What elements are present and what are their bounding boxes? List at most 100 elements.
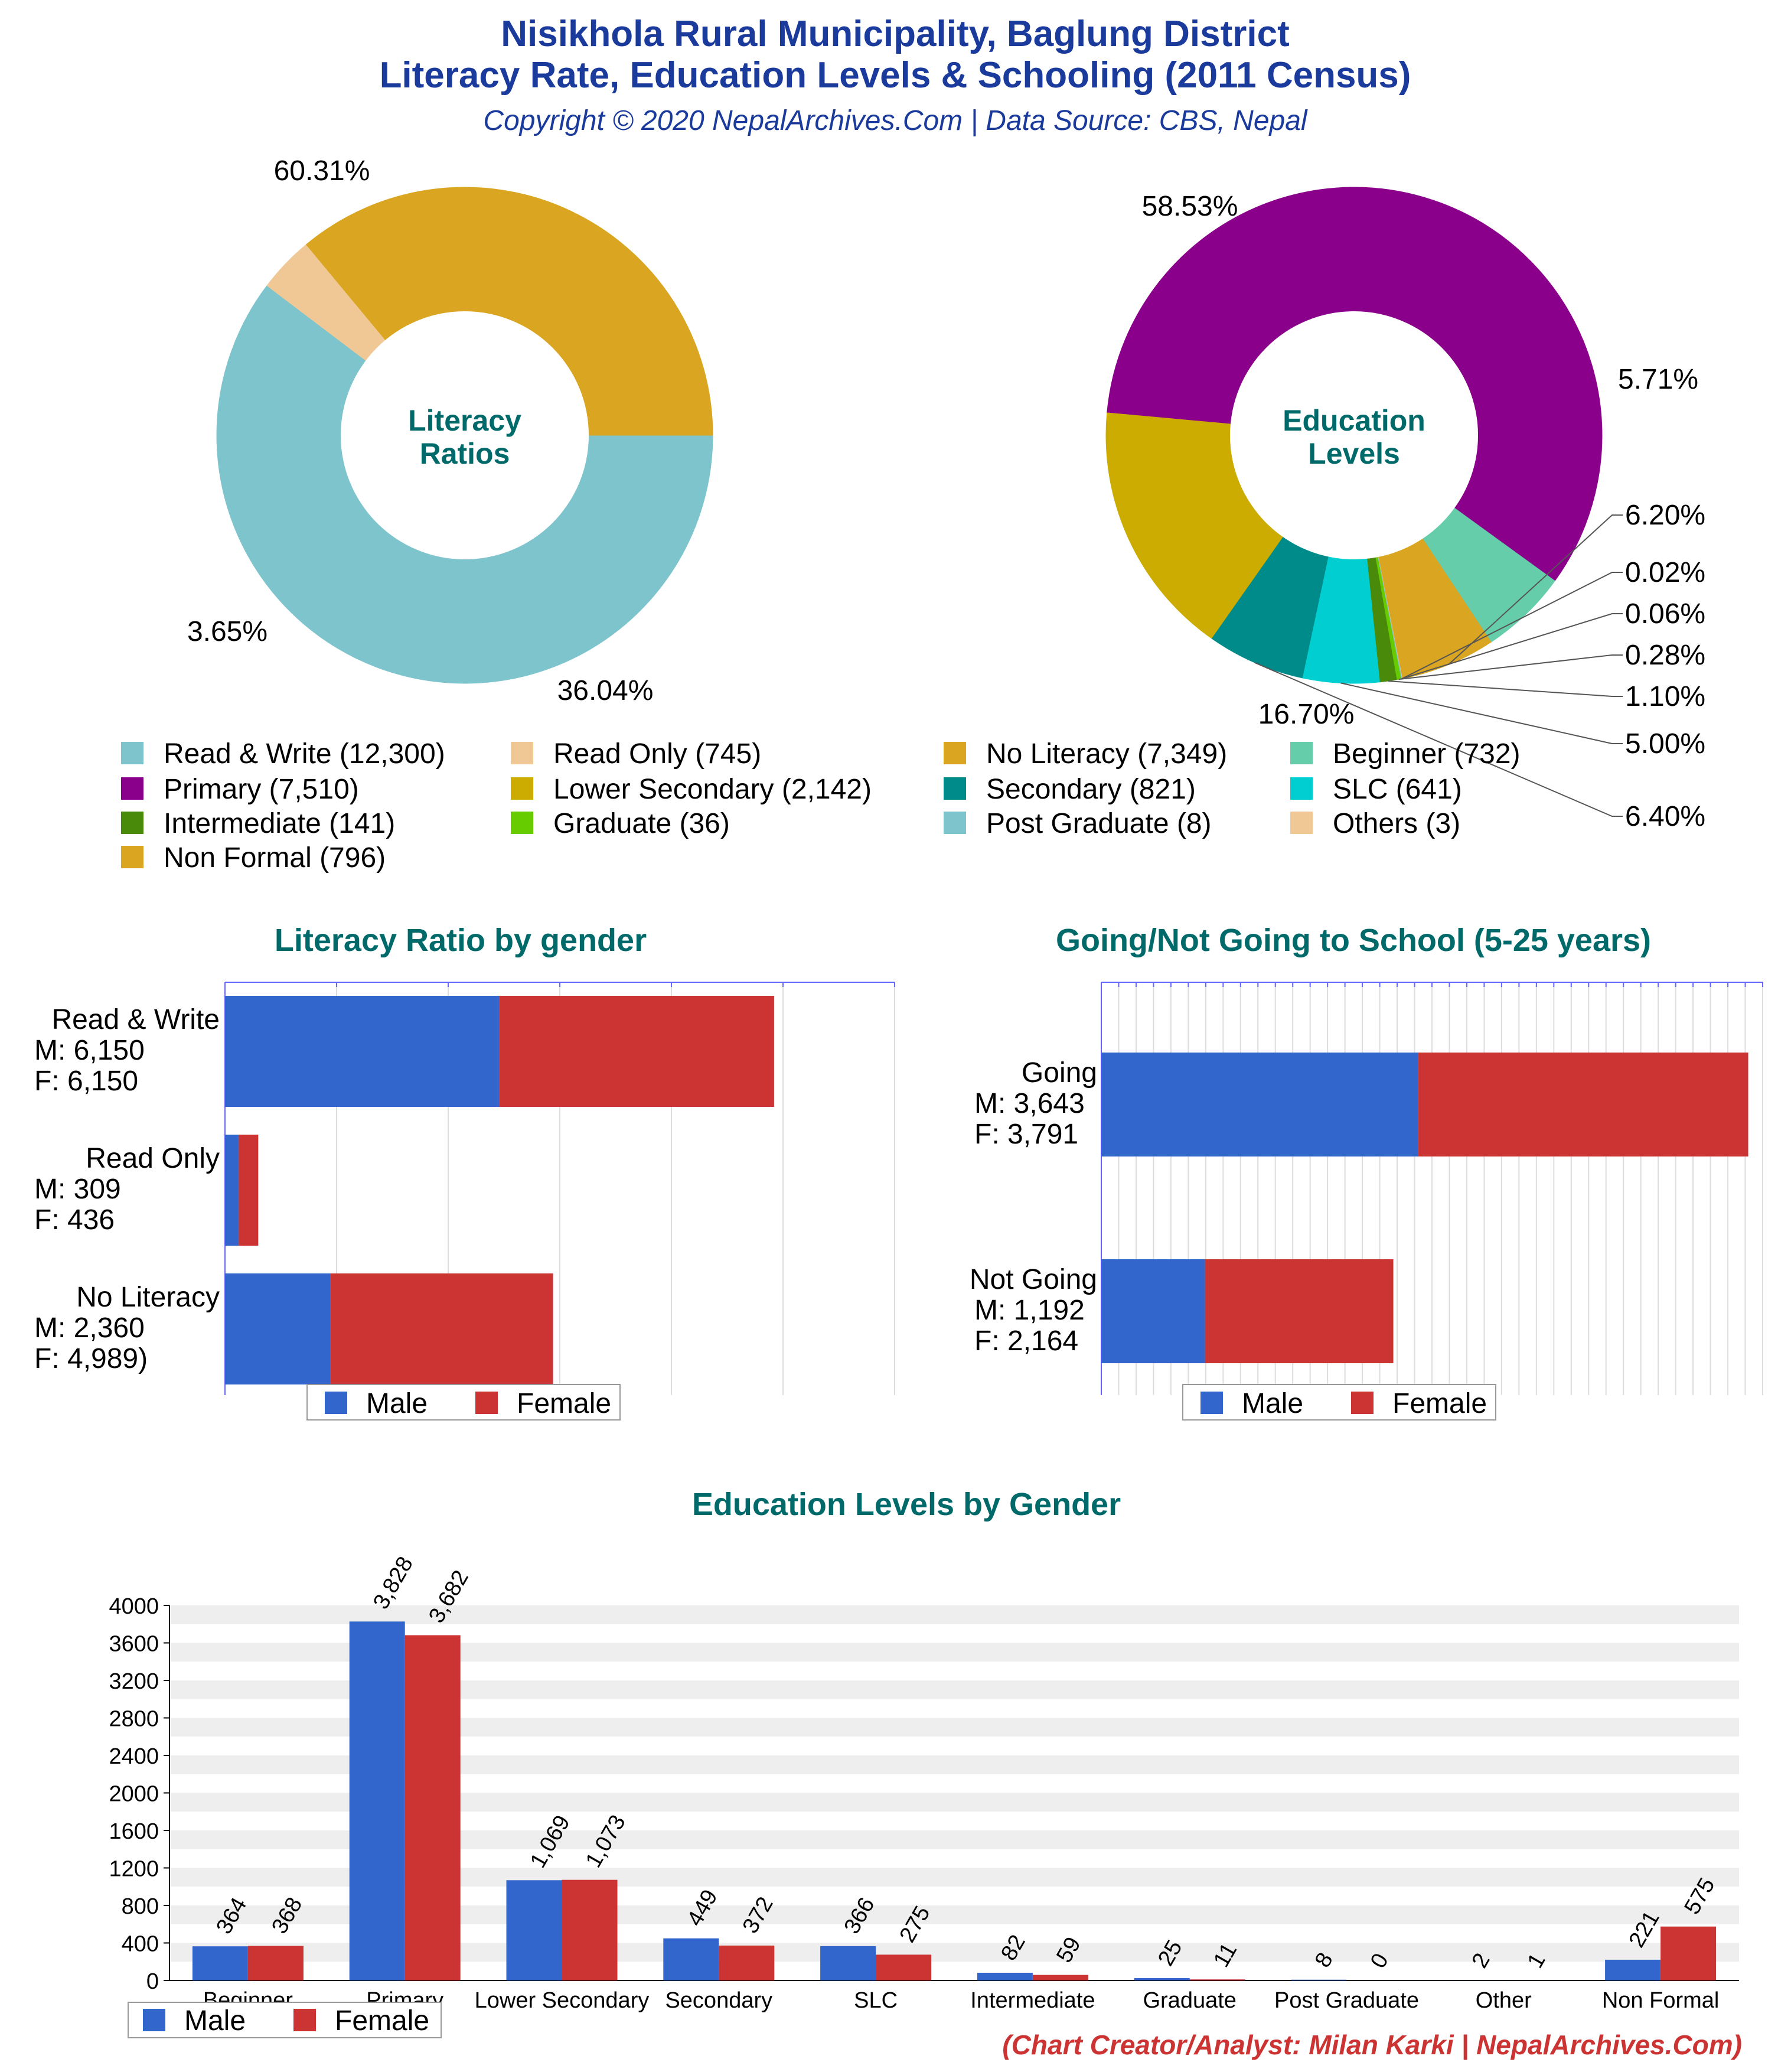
x-category-label: Secondary: [665, 1988, 772, 2013]
x-category-label: Other: [1476, 1988, 1532, 2013]
bar-female-slc: [876, 1954, 932, 1980]
y-tick-label: 3600: [109, 1632, 159, 1657]
legend-swatch: [121, 846, 143, 868]
page-title-line2: Literacy Rate, Education Levels & School…: [380, 55, 1411, 96]
slice-percent-label: 3.65%: [187, 616, 267, 647]
chart-title: Going/Not Going to School (5-25 years): [1056, 923, 1651, 958]
donut-hole: [1230, 311, 1478, 559]
leader-line: [1388, 680, 1623, 697]
legend-label: Read & Write (12,300): [164, 738, 445, 770]
male-count-label: M: 309: [34, 1174, 121, 1205]
male-count-label: M: 3,643: [974, 1088, 1085, 1119]
legend-label: Intermediate (141): [164, 808, 395, 839]
y-tick-label: 1200: [109, 1857, 159, 1882]
category-label: Read Only: [86, 1143, 220, 1174]
bar-male-not-going: [1101, 1259, 1205, 1363]
bar-female-primary: [404, 1635, 461, 1980]
legend-swatch: [511, 777, 533, 800]
x-category-label: Lower Secondary: [475, 1988, 650, 2013]
category-label: Read & Write: [51, 1004, 220, 1035]
bar-female-graduate: [1189, 1979, 1245, 1980]
y-tick-label: 2800: [109, 1707, 159, 1732]
x-category-label: Non Formal: [1602, 1988, 1720, 2013]
female-count-label: F: 4,989): [34, 1343, 148, 1374]
legend-swatch-female: [293, 2009, 316, 2031]
legend-box: [306, 1384, 621, 1421]
y-tick-label: 2000: [109, 1782, 159, 1807]
legend-label: Secondary (821): [986, 774, 1196, 805]
male-count-label: M: 1,192: [974, 1295, 1085, 1326]
legend-label: Graduate (36): [553, 808, 730, 839]
leader-line: [1448, 514, 1623, 666]
bar-female-beginner: [247, 1946, 304, 1980]
slice-percent-label: 58.53%: [1142, 191, 1238, 222]
legend-swatch: [1290, 812, 1313, 834]
leader-line: [1340, 682, 1623, 744]
slice-percent-label: 5.71%: [1618, 364, 1698, 395]
legend-label-female: Female: [1392, 1388, 1487, 1419]
donut-center-label-line1: Literacy: [408, 404, 521, 437]
legend-label: Lower Secondary (2,142): [553, 774, 872, 805]
legend-swatch: [511, 742, 533, 764]
legend-swatch: [1290, 777, 1313, 800]
bar-female-lower-secondary: [562, 1879, 618, 1980]
bar-female-read-write: [499, 996, 774, 1107]
slice-percent-label: 6.40%: [1625, 801, 1705, 832]
bar-female-intermediate: [1032, 1975, 1088, 1980]
male-count-label: M: 6,150: [34, 1035, 145, 1066]
leader-line: [1398, 654, 1623, 680]
leader-line: [1401, 613, 1623, 680]
female-count-label: F: 6,150: [34, 1066, 138, 1097]
header: Nisikhola Rural Municipality, Baglung Di…: [380, 14, 1411, 136]
legend-swatch-male: [325, 1392, 347, 1414]
bar-male-read-only: [225, 1135, 239, 1246]
bar-male-non-formal: [1605, 1959, 1661, 1980]
male-value-label: 3,828: [368, 1552, 418, 1613]
y-tick-label: 1600: [109, 1819, 159, 1844]
legend-label: Post Graduate (8): [986, 808, 1212, 839]
bar-male-going: [1101, 1053, 1418, 1156]
legend-label-male: Male: [366, 1388, 428, 1419]
chart-legend: Male Female: [1182, 1384, 1496, 1421]
slice-percent-label: 6.20%: [1625, 500, 1705, 531]
slice-percent-label: 5.00%: [1625, 728, 1705, 760]
slice-percent-label: 0.06%: [1625, 598, 1705, 630]
legend-swatch-female: [1351, 1392, 1374, 1414]
legend-label-male: Male: [184, 2005, 246, 2037]
category-label: Going: [1022, 1057, 1097, 1089]
slice-percent-label: 60.31%: [274, 155, 370, 187]
chart-legend: Male Female: [306, 1384, 621, 1421]
y-tick-label: 4000: [109, 1594, 159, 1619]
y-tick-label: 800: [122, 1894, 159, 1919]
legend-label: No Literacy (7,349): [986, 738, 1227, 770]
slice-percent-label: 0.28%: [1625, 640, 1705, 671]
bar-male-graduate: [1134, 1978, 1190, 1980]
donut-slice-no-literacy: [305, 187, 713, 436]
slice-percent-label: 0.02%: [1625, 557, 1705, 588]
legend-label-female: Female: [335, 2005, 429, 2037]
bar-male-read-write: [225, 996, 500, 1107]
slice-percent-label: 1.10%: [1625, 681, 1705, 712]
legend-swatch: [944, 777, 966, 800]
legend-swatch-male: [1200, 1392, 1223, 1414]
bar-female-no-literacy: [330, 1273, 553, 1384]
female-count-label: F: 436: [34, 1204, 115, 1236]
legend-swatch: [944, 812, 966, 834]
legend-box: [128, 2002, 442, 2038]
leader-line: [1401, 572, 1623, 679]
bar-female-going: [1418, 1053, 1748, 1156]
y-tick-label: 0: [146, 1969, 159, 1994]
legend-label: Non Formal (796): [164, 842, 386, 874]
legend-label-male: Male: [1242, 1388, 1303, 1419]
school-going-chart: Going/Not Going to School (5-25 years) Go…: [970, 923, 1763, 1421]
chart-legend: Male Female: [128, 2002, 442, 2038]
bar-female-non-formal: [1660, 1926, 1717, 1980]
legend-swatch: [121, 777, 143, 800]
bar-male-lower-secondary: [506, 1880, 562, 1980]
legend-label: Others (3): [1333, 808, 1460, 839]
x-category-label: Post Graduate: [1274, 1988, 1419, 2013]
legend-label-female: Female: [517, 1388, 611, 1419]
donut-hole: [341, 311, 589, 559]
